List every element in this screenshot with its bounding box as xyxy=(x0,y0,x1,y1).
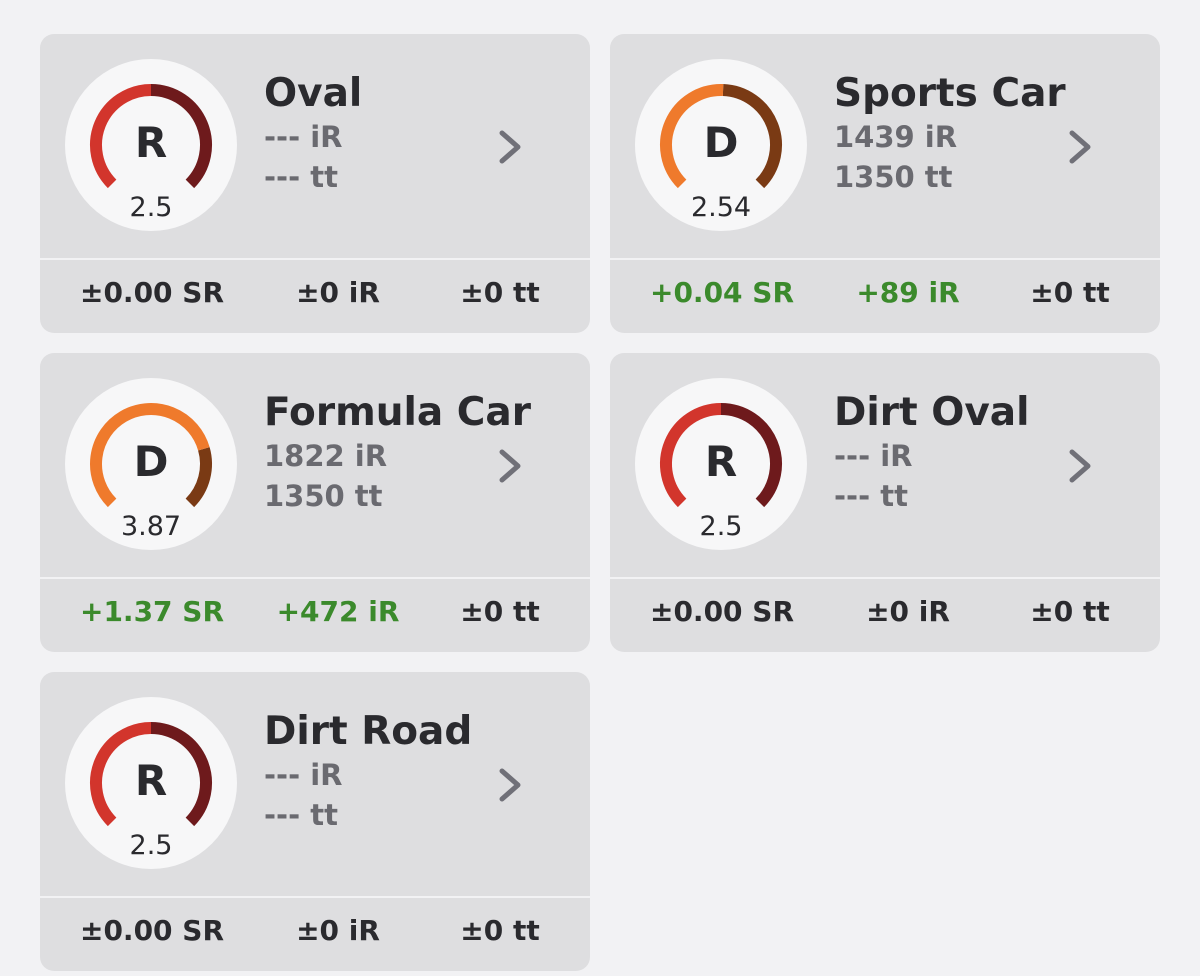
irating: --- iR xyxy=(264,120,343,154)
chevron-icon xyxy=(499,449,521,483)
sport-card[interactable]: D 2.54 Sports Car 1439 iR 1350 tt +0.04 SR +89… xyxy=(610,34,1160,333)
stat-change: ±0 iR xyxy=(296,276,380,309)
irating: --- iR xyxy=(834,439,913,473)
license-badge: R 2.5 xyxy=(65,59,237,231)
gauge-remaining xyxy=(720,403,782,508)
chevron-icon xyxy=(499,130,521,164)
stat-change: ±0 iR xyxy=(866,595,950,628)
stat-change: +0.04 SR xyxy=(649,276,795,309)
stat-change: +89 iR xyxy=(856,276,960,309)
chevron xyxy=(499,449,521,483)
tt-rating: --- tt xyxy=(264,798,338,832)
irating: 1822 iR xyxy=(264,439,388,473)
stat-change: ±0 iR xyxy=(296,914,380,947)
license-badge: D 2.54 xyxy=(635,59,807,231)
divider xyxy=(40,896,590,898)
tt-rating: 1350 tt xyxy=(264,479,383,513)
stat-change: ±0.00 SR xyxy=(649,595,795,628)
license-letter: R xyxy=(134,756,168,805)
safety-rating: 2.5 xyxy=(699,511,743,542)
gauge-fill xyxy=(90,84,152,189)
stat-change: +1.37 SR xyxy=(79,595,225,628)
gauge xyxy=(90,722,212,827)
chevron-icon xyxy=(499,768,521,802)
license-letter: R xyxy=(704,437,738,486)
card-title: Dirt Road xyxy=(264,709,473,754)
chevron xyxy=(499,768,521,802)
chevron-icon xyxy=(1069,130,1091,164)
chevron-icon xyxy=(1069,449,1091,483)
gauge-fill xyxy=(90,722,152,827)
safety-rating: 3.87 xyxy=(120,511,182,542)
stat-change: ±0 tt xyxy=(460,914,540,947)
safety-rating: 2.5 xyxy=(129,830,173,861)
safety-rating: 2.54 xyxy=(690,192,752,223)
chevron xyxy=(499,130,521,164)
gauge-remaining xyxy=(150,84,212,189)
divider xyxy=(610,258,1160,260)
gauge-remaining xyxy=(185,447,212,508)
sport-card[interactable]: R 2.5 Dirt Road --- iR --- tt ±0.00 SR ±0 iR ±0… xyxy=(40,672,590,971)
stat-change: ±0.00 SR xyxy=(79,276,225,309)
irating: 1439 iR xyxy=(834,120,958,154)
gauge xyxy=(90,84,212,189)
tt-rating: --- tt xyxy=(834,479,908,513)
sport-card[interactable]: D 3.87 Formula Car 1822 iR 1350 tt +1.37 SR +4… xyxy=(40,353,590,652)
license-letter: D xyxy=(133,437,169,486)
tt-rating: --- tt xyxy=(264,160,338,194)
license-badge: R 2.5 xyxy=(65,697,237,869)
gauge-fill xyxy=(660,403,722,508)
stat-change: ±0 tt xyxy=(460,595,540,628)
divider xyxy=(40,258,590,260)
card-title: Sports Car xyxy=(834,71,1066,116)
gauge-remaining xyxy=(150,722,212,827)
card-title: Formula Car xyxy=(264,390,531,435)
card-title: Oval xyxy=(264,71,363,116)
sport-card[interactable]: R 2.5 Dirt Oval --- iR --- tt ±0.00 SR ±0 iR ±0… xyxy=(610,353,1160,652)
irating: --- iR xyxy=(264,758,343,792)
divider xyxy=(40,577,590,579)
safety-rating: 2.5 xyxy=(129,192,173,223)
stat-change: ±0 tt xyxy=(460,276,540,309)
chevron xyxy=(1069,449,1091,483)
sport-card[interactable]: R 2.5 Oval --- iR --- tt ±0.00 SR ±0 iR ±0 tt xyxy=(40,34,590,333)
license-letter: D xyxy=(703,118,739,167)
license-badge: D 3.87 xyxy=(65,378,237,550)
gauge-remaining xyxy=(722,84,782,189)
gauge-fill xyxy=(660,84,724,189)
gauge xyxy=(660,84,782,189)
tt-rating: 1350 tt xyxy=(834,160,953,194)
gauge-fill xyxy=(90,403,210,508)
divider xyxy=(610,577,1160,579)
card-title: Dirt Oval xyxy=(834,390,1030,435)
stat-change: ±0.00 SR xyxy=(79,914,225,947)
stat-change: +472 iR xyxy=(276,595,400,628)
gauge xyxy=(660,403,782,508)
license-letter: R xyxy=(134,118,168,167)
chevron xyxy=(1069,130,1091,164)
stat-change: ±0 tt xyxy=(1030,595,1110,628)
license-badge: R 2.5 xyxy=(635,378,807,550)
stat-change: ±0 tt xyxy=(1030,276,1110,309)
gauge xyxy=(90,403,212,508)
